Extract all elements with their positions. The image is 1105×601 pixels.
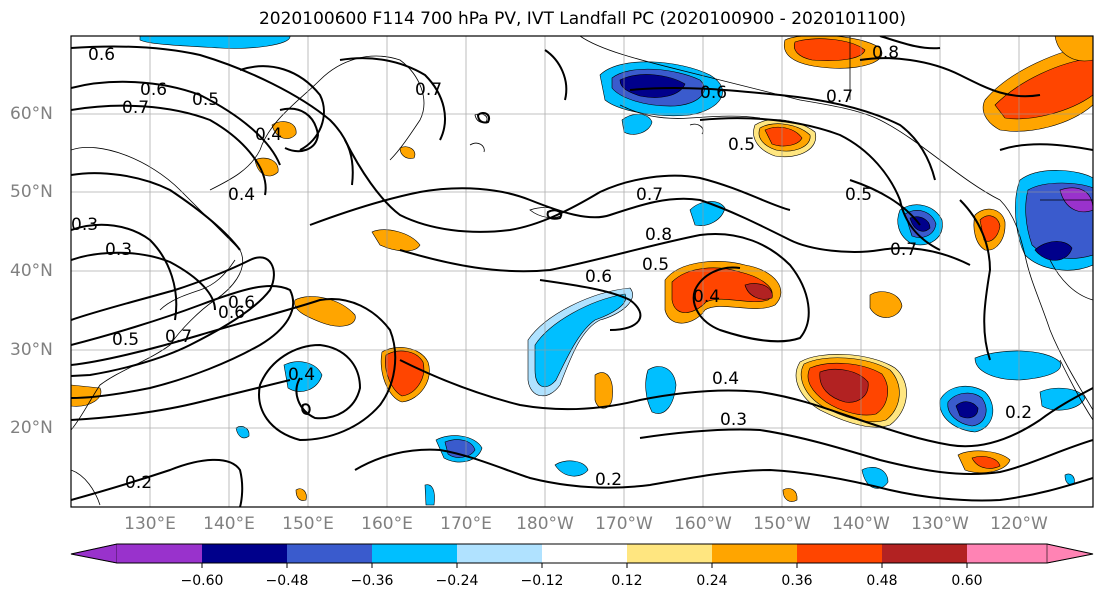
colorbar-segment bbox=[797, 544, 882, 563]
contour-label: 0.6 bbox=[585, 267, 612, 287]
contour-label: 0.5 bbox=[112, 330, 139, 350]
lon-tick-label: 120°W bbox=[990, 514, 1048, 534]
lat-tick-label: 50°N bbox=[10, 182, 53, 202]
contour-label: 0.7 bbox=[890, 240, 917, 260]
colorbar-segment bbox=[287, 544, 372, 563]
contour-label: 0.4 bbox=[693, 287, 720, 307]
contour-label: 0.2 bbox=[1005, 403, 1032, 423]
lon-tick-label: 130°W bbox=[911, 514, 969, 534]
colorbar-segment bbox=[882, 544, 967, 563]
lon-tick-label: 160°E bbox=[361, 514, 413, 534]
contour-label: 0.7 bbox=[826, 87, 853, 107]
contour-label: 0.7 bbox=[636, 185, 663, 205]
colorbar-segment bbox=[457, 544, 542, 563]
colorbar-tick-label: −0.60 bbox=[180, 573, 224, 589]
graticule bbox=[71, 36, 1093, 507]
colorbar-segment bbox=[202, 544, 287, 563]
colorbar-extend-low bbox=[70, 543, 118, 564]
lon-tick-label: 130°E bbox=[124, 514, 176, 534]
lon-tick-label: 140°W bbox=[832, 514, 890, 534]
lon-tick-label: 170°E bbox=[440, 514, 492, 534]
colorbar-tick-label: 0.60 bbox=[951, 573, 983, 589]
contour-label: 0.3 bbox=[720, 410, 747, 430]
colorbar-tick-label: −0.24 bbox=[435, 573, 479, 589]
colorbar-segment bbox=[967, 544, 1047, 563]
contour-label: 0.2 bbox=[595, 470, 622, 490]
map-title: 2020100600 F114 700 hPa PV, IVT Landfall… bbox=[258, 9, 906, 29]
contour-label: 0.4 bbox=[712, 369, 739, 389]
lat-tick-label: 20°N bbox=[10, 418, 53, 438]
coastlines bbox=[71, 36, 1093, 506]
colorbar-tick-label: −0.12 bbox=[520, 573, 564, 589]
colorbar-segment bbox=[712, 544, 797, 563]
contour-label: 0.3 bbox=[71, 215, 98, 235]
contour-label: 0.5 bbox=[845, 185, 872, 205]
contour-label: 0.8 bbox=[645, 225, 672, 245]
contour-label: 0.7 bbox=[122, 98, 149, 118]
contour-label: 0.8 bbox=[872, 43, 899, 63]
contour-label: 0.6 bbox=[218, 303, 245, 323]
lon-tick-label: 160°W bbox=[674, 514, 732, 534]
contour-label: 0.4 bbox=[288, 365, 315, 385]
contour-label: 0.6 bbox=[228, 293, 255, 313]
contour-label: 0.7 bbox=[165, 327, 192, 347]
colorbar-segment bbox=[542, 544, 627, 563]
colorbar-tick-label: 0.12 bbox=[611, 573, 643, 589]
colorbar-tick-label: −0.48 bbox=[265, 573, 309, 589]
colorbar-extend-high bbox=[1046, 543, 1094, 564]
map-frame bbox=[70, 35, 1094, 508]
contour-label: 0.5 bbox=[642, 255, 669, 275]
shading-layer bbox=[71, 36, 1093, 506]
lon-tick-label: 150°E bbox=[282, 514, 334, 534]
colorbar-tick-label: 0.36 bbox=[781, 573, 813, 589]
contour-labels: 0.6 0.6 0.7 0.5 0.4 0.4 0.4 0.3 0.7 0.8 … bbox=[71, 43, 1032, 493]
contour-label: 0.7 bbox=[415, 80, 442, 100]
lon-tick-label: 170°W bbox=[595, 514, 653, 534]
contour-label: 0.5 bbox=[728, 135, 755, 155]
contour-label: 0.6 bbox=[140, 80, 167, 100]
lon-tick-label: 150°W bbox=[753, 514, 811, 534]
lat-tick-label: 30°N bbox=[10, 340, 53, 360]
contour-label: 0.5 bbox=[192, 90, 219, 110]
contour-label: 0.6 bbox=[88, 45, 115, 65]
contour-label: 0.3 bbox=[105, 240, 132, 260]
pv-contours bbox=[71, 36, 1093, 507]
colorbar-tick-label: −0.36 bbox=[350, 573, 394, 589]
lat-tick-label: 40°N bbox=[10, 261, 53, 281]
colorbar-outline bbox=[70, 543, 1094, 564]
map-content: 0.6 0.6 0.7 0.5 0.4 0.4 0.4 0.3 0.7 0.8 … bbox=[71, 36, 1093, 507]
lon-tick-label: 140°E bbox=[203, 514, 255, 534]
contour-label: 0.4 bbox=[255, 125, 282, 145]
colorbar-segment bbox=[627, 544, 712, 563]
lon-tick-label: 180°W bbox=[516, 514, 574, 534]
contour-label: 0.4 bbox=[228, 185, 255, 205]
lat-tick-label: 60°N bbox=[10, 104, 53, 124]
colorbar bbox=[70, 543, 1094, 568]
colorbar-segment bbox=[372, 544, 457, 563]
colorbar-tick-label: 0.24 bbox=[696, 573, 728, 589]
contour-label: 0.2 bbox=[125, 473, 152, 493]
colorbar-segment bbox=[117, 544, 202, 563]
colorbar-tick-label: 0.48 bbox=[866, 573, 898, 589]
contour-label: 0.6 bbox=[700, 83, 727, 103]
